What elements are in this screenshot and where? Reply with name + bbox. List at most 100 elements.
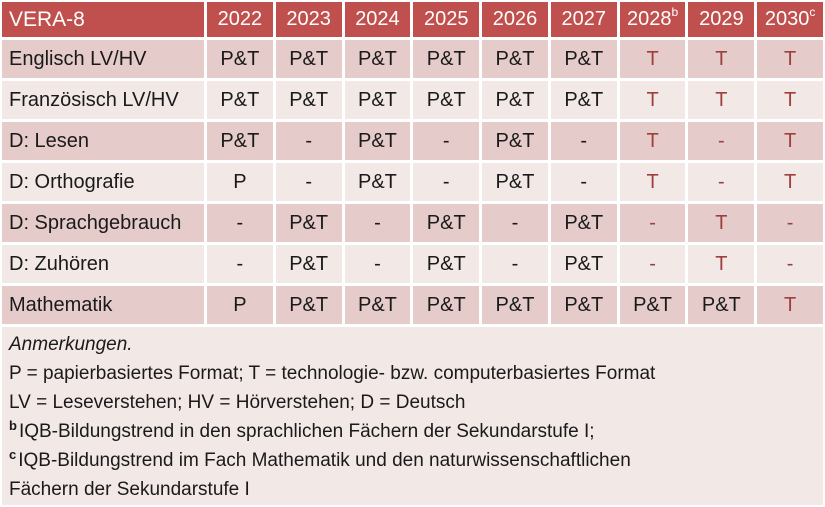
row-label: D: Zuhören — [2, 245, 204, 283]
table-cell: P&T — [207, 81, 273, 119]
table-cell: P&T — [344, 40, 411, 78]
row-label: D: Lesen — [2, 122, 204, 160]
table-cell: T — [619, 81, 686, 119]
year-column-header: 2030c — [757, 2, 823, 37]
table-cell: - — [413, 122, 480, 160]
table-cell: P&T — [413, 286, 480, 324]
year-label: 2028 — [626, 8, 672, 30]
notes-heading: Anmerkungen. — [9, 330, 815, 359]
year-label: 2030 — [764, 8, 810, 30]
table-cell: - — [688, 122, 755, 160]
row-label: Englisch LV/HV — [2, 40, 204, 78]
note-text: IQB-Bildungstrend in den sprachlichen Fä… — [18, 421, 595, 442]
table-cell: - — [482, 204, 548, 242]
year-footnote-marker: b — [671, 5, 679, 20]
table-title: VERA-8 — [9, 8, 85, 31]
table-cell: T — [619, 122, 686, 160]
table-cell: T — [757, 163, 823, 201]
notes-heading-text: Anmerkungen. — [9, 334, 133, 355]
table-cell: P&T — [482, 163, 548, 201]
table-cell: P&T — [482, 286, 548, 324]
table-cell: T — [757, 40, 823, 78]
year-label: 2024 — [355, 8, 400, 30]
year-label: 2023 — [286, 8, 331, 30]
table-cell: P&T — [550, 286, 617, 324]
table-cell: P&T — [550, 40, 617, 78]
row-label: Mathematik — [2, 286, 204, 324]
note-line: b IQB-Bildungstrend in den sprachlichen F… — [9, 417, 815, 446]
table-cell: - — [619, 245, 686, 283]
table-cell: - — [550, 163, 617, 201]
table-cell: T — [619, 163, 686, 201]
year-column-header: 2028b — [619, 2, 686, 37]
note-line: LV = Leseverstehen; HV = Hörverstehen; D… — [9, 388, 815, 417]
row-label: D: Orthografie — [2, 163, 204, 201]
row-label: D: Sprachgebrauch — [2, 204, 204, 242]
table-cell: P&T — [275, 286, 342, 324]
table-cell: T — [619, 40, 686, 78]
notes-section: Anmerkungen. P = papierbasiertes Format;… — [2, 327, 823, 505]
vera8-table: VERA-8 2022 2023 2024 2025 2026 2027 2028b 2029… — [2, 2, 823, 324]
year-column-header: 2027 — [550, 2, 617, 37]
table-cell: T — [688, 81, 755, 119]
note-footnote-marker: b — [9, 417, 17, 433]
table-cell: P&T — [207, 40, 273, 78]
table-cell: P&T — [275, 40, 342, 78]
table-cell: P&T — [550, 81, 617, 119]
table-cell: T — [688, 204, 755, 242]
table-cell: P&T — [482, 122, 548, 160]
table-cell: P&T — [413, 245, 480, 283]
table-cell: - — [275, 163, 342, 201]
table-cell: T — [757, 286, 823, 324]
table-cell: P&T — [344, 286, 411, 324]
table-cell: P&T — [344, 163, 411, 201]
table-cell: P&T — [207, 122, 273, 160]
table-cell: - — [207, 245, 273, 283]
notes-lines: P = papierbasiertes Format; T = technolo… — [9, 359, 815, 504]
table-cell: P&T — [413, 81, 480, 119]
table-cell: - — [757, 204, 823, 242]
table-cell: - — [550, 122, 617, 160]
year-column-header: 2023 — [275, 2, 342, 37]
table-cell: P&T — [550, 245, 617, 283]
table-cell: P&T — [275, 81, 342, 119]
table-cell: T — [688, 40, 755, 78]
table-cell: P&T — [482, 81, 548, 119]
note-line: P = papierbasiertes Format; T = technolo… — [9, 359, 815, 388]
year-column-header: 2029 — [688, 2, 755, 37]
year-footnote-marker: c — [809, 5, 816, 20]
note-text: IQB-Bildungstrend im Fach Mathematik und… — [18, 450, 631, 471]
table-cell: - — [344, 245, 411, 283]
table-cell: - — [344, 204, 411, 242]
year-label: 2025 — [423, 8, 469, 30]
table-cell: - — [688, 163, 755, 201]
table-cell: P&T — [275, 245, 342, 283]
note-line: c IQB-Bildungstrend im Fach Mathematik un… — [9, 446, 815, 475]
table-cell: - — [207, 204, 273, 242]
note-text: P = papierbasiertes Format; T = technolo… — [9, 363, 656, 384]
table-cell: - — [482, 245, 548, 283]
table-cell: P&T — [550, 204, 617, 242]
table-cell: P&T — [688, 286, 755, 324]
table-cell: P&T — [344, 81, 411, 119]
table-cell: P&T — [275, 204, 342, 242]
table-title-cell: VERA-8 — [2, 2, 204, 37]
table-cell: - — [757, 245, 823, 283]
year-column-header: 2025 — [413, 2, 480, 37]
year-label: 2029 — [699, 8, 744, 30]
note-footnote-marker: c — [9, 446, 17, 462]
year-column-header: 2026 — [482, 2, 548, 37]
year-label: 2027 — [561, 8, 607, 30]
table-cell: P — [207, 163, 273, 201]
row-label: Französisch LV/HV — [2, 81, 204, 119]
table-cell: P — [207, 286, 273, 324]
year-column-header: 2022 — [207, 2, 273, 37]
table-cell: T — [757, 81, 823, 119]
table-cell: T — [688, 245, 755, 283]
table-cell: P&T — [482, 40, 548, 78]
table-cell: P&T — [619, 286, 686, 324]
table-cell: - — [275, 122, 342, 160]
table-cell: P&T — [413, 204, 480, 242]
table-cell: - — [413, 163, 480, 201]
